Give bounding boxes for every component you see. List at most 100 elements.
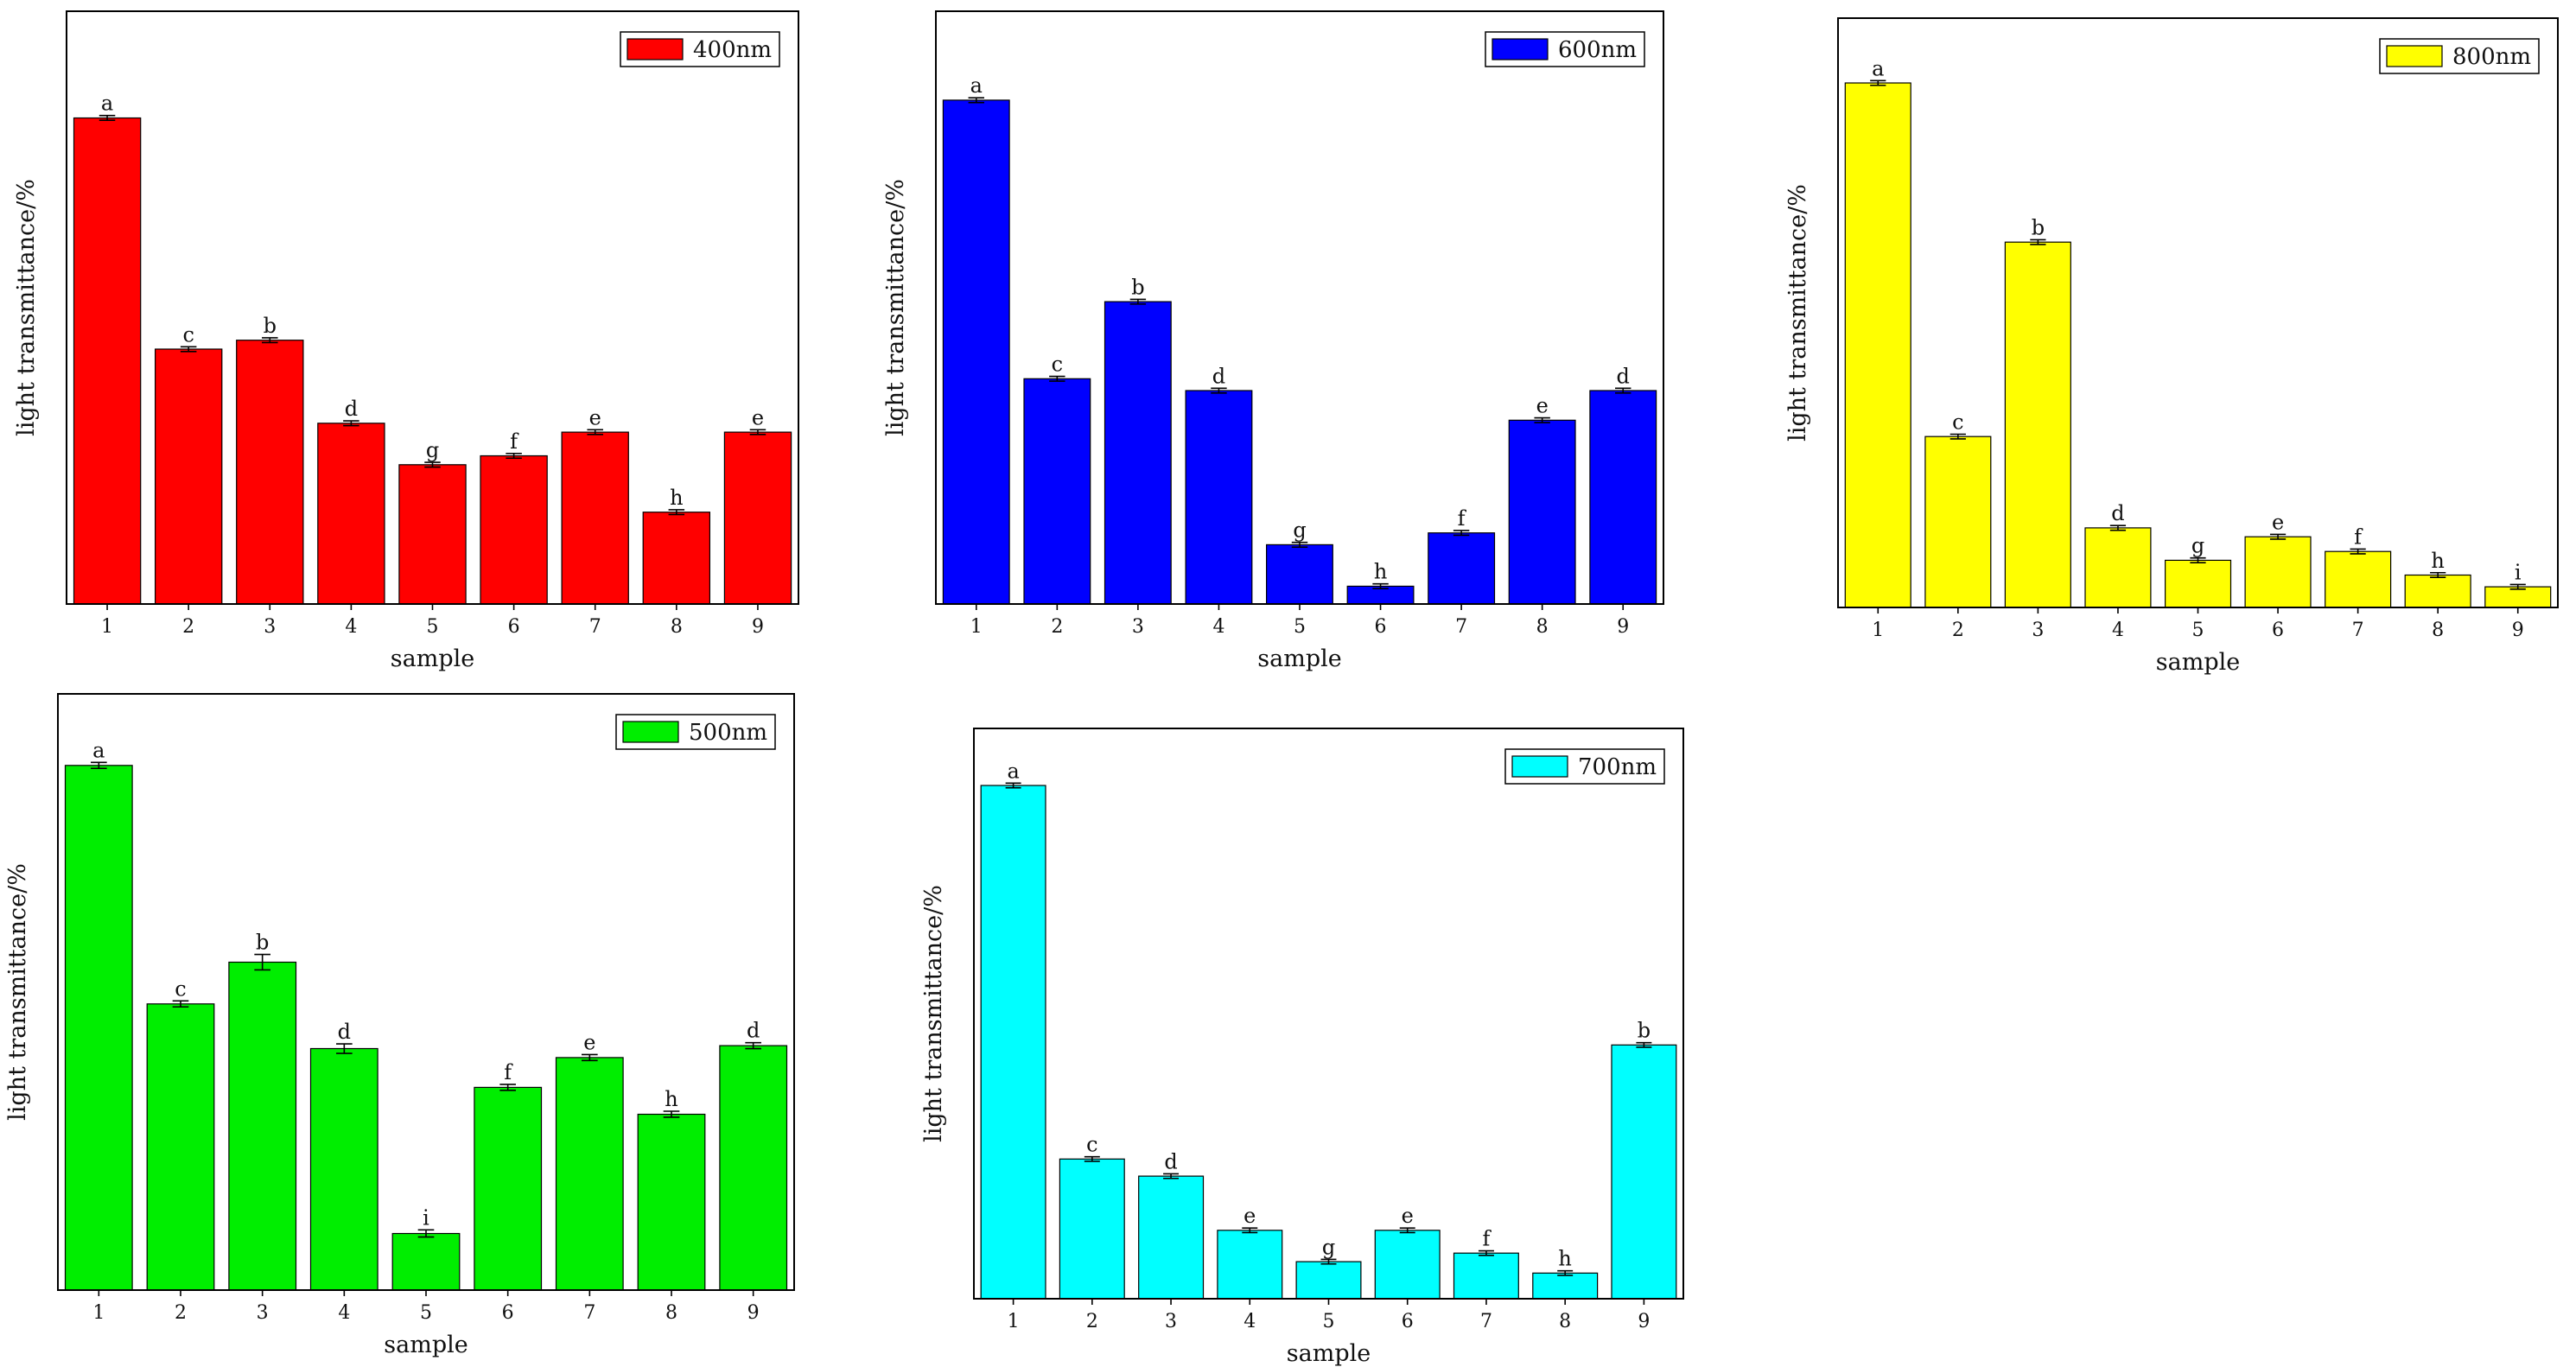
x-tick-label: 5 <box>420 1302 432 1324</box>
significance-letter-9: d <box>1617 364 1630 388</box>
error-bar-sample-9 <box>1636 1041 1652 1048</box>
x-tick-label: 2 <box>182 616 194 638</box>
error-bar-sample-2 <box>172 1000 189 1008</box>
x-tick-label: 2 <box>1051 616 1063 638</box>
bar-sample-8 <box>642 512 711 605</box>
significance-letter-3: b <box>256 931 269 955</box>
error-bar-sample-8 <box>1557 1269 1574 1276</box>
error-bar-sample-6 <box>1399 1227 1415 1234</box>
error-bar-sample-3 <box>1129 298 1147 305</box>
bar-sample-9 <box>723 431 792 605</box>
x-tick-label: 3 <box>2032 620 2044 641</box>
error-bar-sample-8 <box>1534 416 1550 423</box>
error-bar-sample-7 <box>1453 530 1470 537</box>
x-tick-label: 1 <box>970 616 983 638</box>
bar-sample-6 <box>480 455 548 605</box>
x-tick-label: 7 <box>1455 616 1467 638</box>
significance-letter-8: h <box>670 486 683 510</box>
error-bar-sample-5 <box>1320 1258 1337 1265</box>
x-tick-label: 4 <box>1243 1311 1256 1332</box>
error-bar-sample-1 <box>91 761 107 770</box>
x-tick-label: 7 <box>583 1302 595 1324</box>
x-tick-label: 8 <box>665 1302 677 1324</box>
error-bar-sample-4 <box>336 1043 353 1054</box>
x-tick-label: 1 <box>92 1302 105 1324</box>
significance-letter-5: i <box>423 1205 429 1230</box>
error-bar-sample-9 <box>745 1041 761 1050</box>
bar-sample-6 <box>1374 1230 1441 1300</box>
bar-sample-2 <box>146 1003 215 1291</box>
significance-letter-4: d <box>1212 364 1225 388</box>
x-tick-label: 6 <box>1402 1311 1414 1332</box>
plot-frame <box>57 693 795 1291</box>
x-tick-label: 9 <box>2512 620 2524 641</box>
significance-letter-9: i <box>2515 560 2522 584</box>
error-bar-sample-9 <box>749 429 766 436</box>
bar-sample-3 <box>2004 241 2071 608</box>
plot-frame <box>935 10 1664 605</box>
significance-letter-1: a <box>92 738 105 762</box>
bar-sample-3 <box>236 340 304 605</box>
x-axis-title: sample <box>1257 645 1341 672</box>
error-bar-sample-6 <box>499 1084 516 1091</box>
x-tick-label: 4 <box>2112 620 2124 641</box>
error-bar-sample-4 <box>2109 525 2127 531</box>
error-bar-sample-3 <box>1163 1173 1180 1179</box>
significance-letter-2: c <box>182 322 194 347</box>
x-tick-label: 6 <box>508 616 520 638</box>
bar-sample-2 <box>1059 1158 1125 1300</box>
bar-sample-4 <box>317 423 385 605</box>
significance-letter-2: c <box>1086 1133 1097 1157</box>
bar-sample-9 <box>2484 586 2552 608</box>
bar-sample-7 <box>555 1057 624 1291</box>
chart-panel-700nm: a 1 c 2 d 3 e 4 g 5 e 6 f 7 h 8 b 9 sample light transmitta… <box>920 728 1684 1367</box>
error-bar-sample-6 <box>2269 533 2287 540</box>
significance-letter-1: a <box>101 92 113 116</box>
legend-label: 800nm <box>2452 44 2531 70</box>
x-axis-title: sample <box>2156 649 2240 676</box>
x-axis-title: sample <box>384 1332 467 1358</box>
x-tick-label: 9 <box>1638 1311 1650 1332</box>
x-tick-label: 9 <box>1617 616 1629 638</box>
error-bar-sample-4 <box>1211 387 1227 394</box>
bar-sample-5 <box>398 464 467 605</box>
x-tick-label: 3 <box>264 616 276 638</box>
x-tick-label: 6 <box>1375 616 1387 638</box>
x-tick-label: 5 <box>427 616 439 638</box>
significance-letter-4: d <box>345 397 358 421</box>
error-bar-sample-2 <box>1084 1155 1100 1162</box>
error-bar-sample-5 <box>417 1229 435 1238</box>
x-axis-title: sample <box>1287 1340 1371 1367</box>
significance-letter-2: c <box>1952 410 1963 435</box>
legend-swatch <box>622 721 679 743</box>
bar-sample-1 <box>942 99 1010 605</box>
significance-letter-7: f <box>1482 1227 1492 1251</box>
significance-letter-4: e <box>1243 1204 1256 1228</box>
significance-letter-3: b <box>264 314 277 338</box>
plot-frame <box>1837 17 2559 608</box>
plot-frame <box>66 10 799 605</box>
error-bar-sample-7 <box>1478 1249 1494 1256</box>
error-bar-sample-2 <box>1049 375 1065 382</box>
x-tick-label: 1 <box>1872 620 1884 641</box>
bar-sample-2 <box>1924 436 1992 608</box>
significance-letter-3: d <box>1164 1150 1177 1174</box>
x-tick-label: 2 <box>175 1302 187 1324</box>
significance-letter-8: h <box>1558 1247 1571 1271</box>
significance-letter-9: b <box>1638 1019 1651 1043</box>
significance-letter-6: e <box>1402 1204 1414 1228</box>
legend: 400nm <box>620 31 780 67</box>
bar-sample-9 <box>1589 390 1657 605</box>
x-tick-label: 1 <box>1008 1311 1020 1332</box>
error-bar-sample-8 <box>663 1110 680 1118</box>
significance-letter-6: f <box>504 1060 513 1084</box>
x-tick-label: 5 <box>1323 1311 1335 1332</box>
chart-panel-600nm: a 1 c 2 b 3 d 4 g 5 h 6 f 7 e 8 d 9 sample light transmitta… <box>882 10 1664 672</box>
bar-sample-8 <box>1532 1272 1599 1300</box>
y-axis-title: light transmittance/% <box>13 179 40 436</box>
x-tick-label: 4 <box>338 1302 350 1324</box>
chart-panel-800nm: a 1 c 2 b 3 d 4 g 5 e 6 f 7 h 8 i 9 sample light transmitta… <box>1784 17 2559 676</box>
significance-letter-5: g <box>1322 1236 1335 1260</box>
x-tick-label: 2 <box>1086 1311 1098 1332</box>
x-tick-label: 1 <box>101 616 113 638</box>
